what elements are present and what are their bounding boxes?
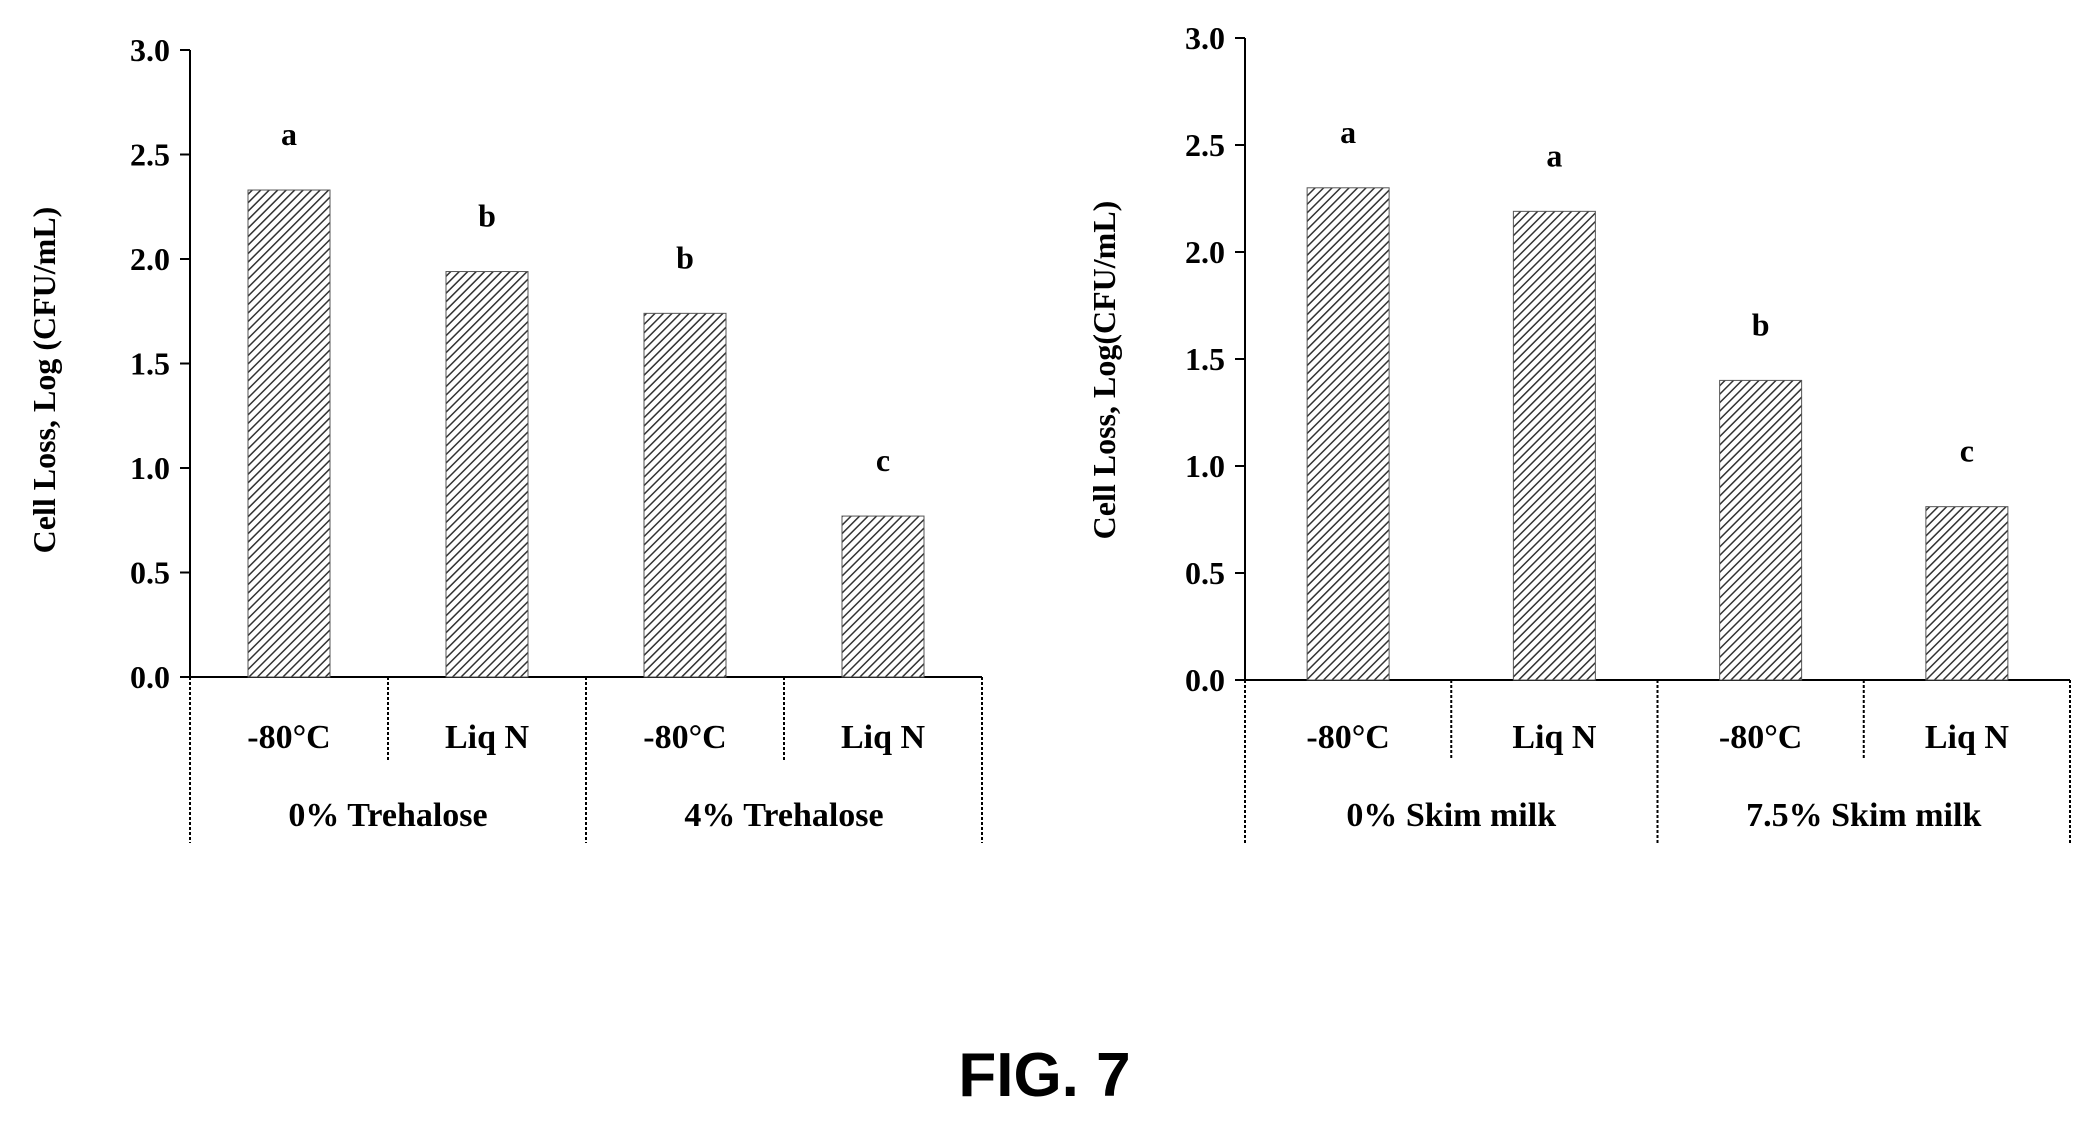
category-label: -80°C bbox=[1306, 719, 1389, 756]
y-tick-label: 0.5 bbox=[1185, 555, 1225, 591]
y-tick-label: 3.0 bbox=[1185, 20, 1225, 56]
y-tick-label: 1.5 bbox=[130, 346, 170, 382]
y-axis-label: Cell Loss, Log (CFU/mL) bbox=[26, 207, 62, 554]
group-label: 0% Skim milk bbox=[1346, 797, 1556, 834]
y-tick-label: 2.0 bbox=[1185, 234, 1225, 270]
significance-letter: c bbox=[1960, 433, 1974, 469]
y-tick-label: 1.0 bbox=[1185, 448, 1225, 484]
y-tick-label: 1.0 bbox=[130, 450, 170, 486]
y-tick-label: 2.5 bbox=[130, 137, 170, 173]
significance-letter: a bbox=[281, 116, 297, 152]
significance-letter: a bbox=[1546, 137, 1562, 173]
category-label: Liq N bbox=[445, 719, 530, 756]
chart-right-skim-milk: 0.0 0.5 1.0 1.5 2.0 2.5 3.0 Cell Loss, Log(CFU/… bbox=[1086, 20, 2071, 843]
bar bbox=[1925, 506, 2009, 681]
category-label: -80°C bbox=[643, 719, 726, 756]
significance-letter: b bbox=[676, 239, 694, 275]
group-label: 7.5% Skim milk bbox=[1746, 797, 1981, 834]
y-axis-label: Cell Loss, Log(CFU/mL) bbox=[1086, 201, 1122, 540]
bar bbox=[1306, 187, 1390, 681]
y-tick-label: 0.0 bbox=[130, 659, 170, 695]
bar bbox=[841, 515, 925, 678]
group-label: 4% Trehalose bbox=[684, 797, 883, 834]
category-label: -80°C bbox=[1719, 719, 1802, 756]
chart-left-trehalose: 0.0 0.5 1.0 1.5 2.0 2.5 3.0 Cell Loss, Log (CFU… bbox=[26, 32, 983, 843]
bar bbox=[643, 312, 727, 678]
category-label: Liq N bbox=[1512, 719, 1597, 756]
significance-letter: c bbox=[876, 442, 890, 478]
significance-letter: a bbox=[1340, 114, 1356, 150]
bar bbox=[1512, 210, 1596, 681]
significance-letter: b bbox=[478, 198, 496, 234]
y-tick-label: 2.5 bbox=[1185, 127, 1225, 163]
y-tick-label: 0.0 bbox=[1185, 662, 1225, 698]
y-tick-label: 3.0 bbox=[130, 32, 170, 68]
y-tick-label: 2.0 bbox=[130, 241, 170, 277]
y-tick-label: 0.5 bbox=[130, 555, 170, 591]
significance-letter: b bbox=[1752, 306, 1770, 342]
category-label: Liq N bbox=[1925, 719, 2010, 756]
category-label: -80°C bbox=[247, 719, 330, 756]
bar bbox=[445, 271, 529, 678]
figure-caption: FIG. 7 bbox=[958, 1041, 1131, 1110]
y-tick-label: 1.5 bbox=[1185, 341, 1225, 377]
group-label: 0% Trehalose bbox=[288, 797, 487, 834]
bar bbox=[247, 189, 331, 678]
category-label: Liq N bbox=[841, 719, 926, 756]
bar bbox=[1719, 379, 1803, 681]
